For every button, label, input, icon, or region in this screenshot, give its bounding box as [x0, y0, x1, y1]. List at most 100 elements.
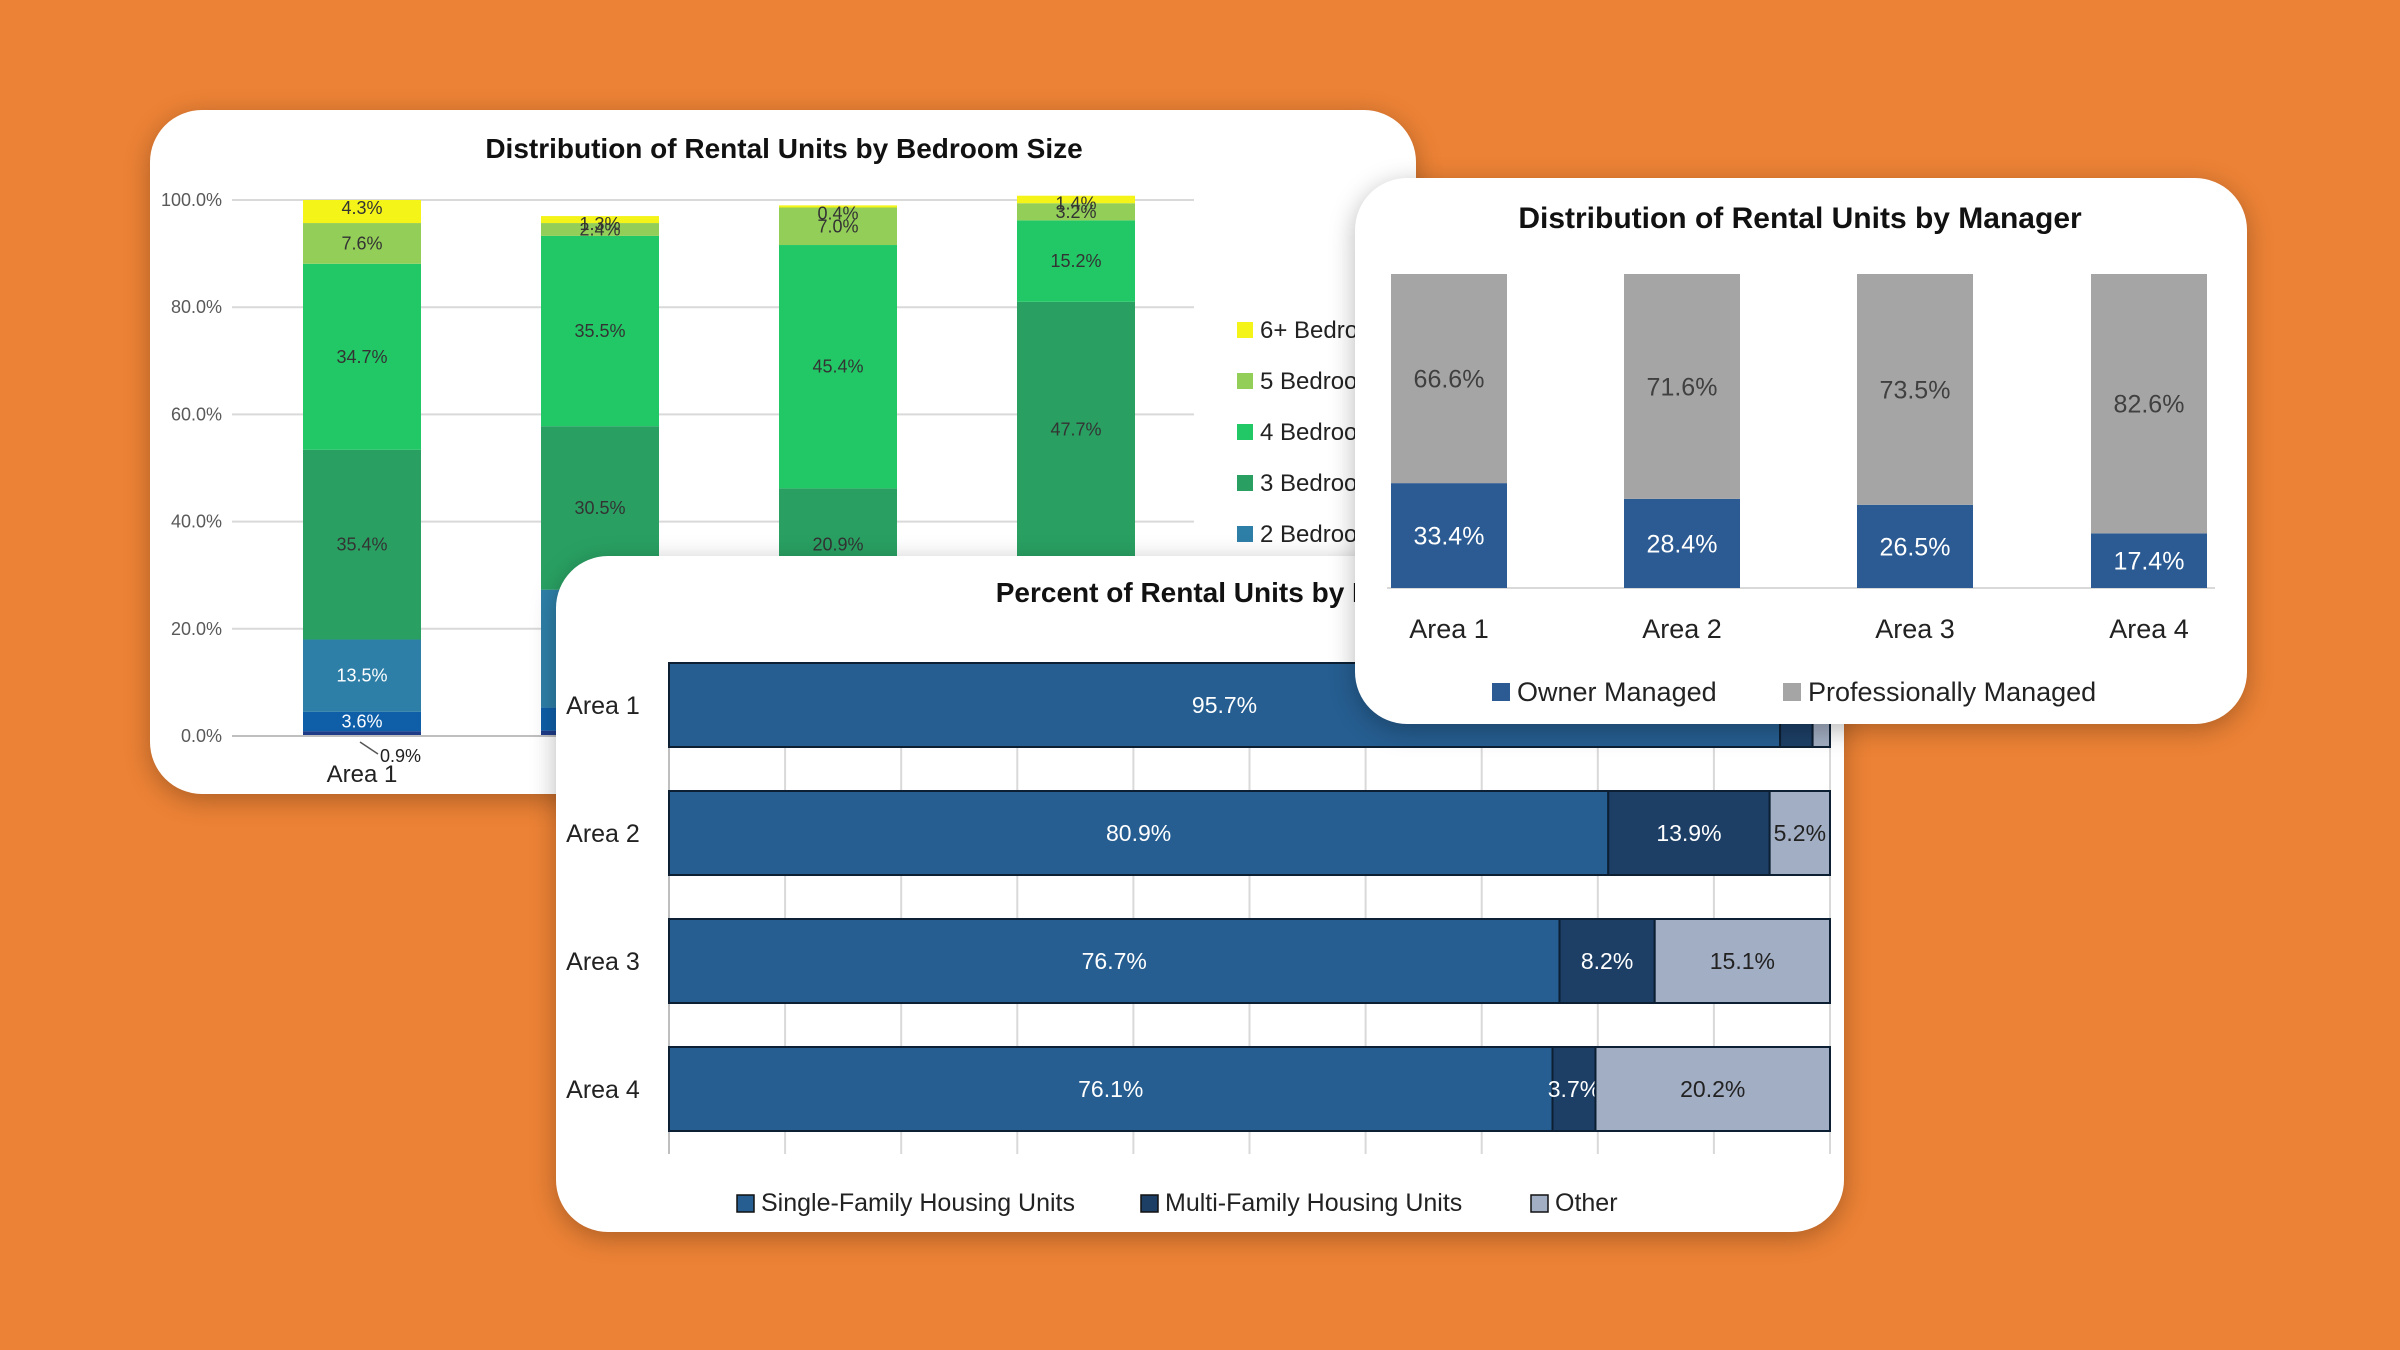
data-label: 3.2%: [1055, 202, 1096, 222]
x-tick-label: Area 1: [1409, 614, 1489, 644]
manager-chart: Distribution of Rental Units by Manager 3…: [1387, 202, 2215, 707]
legend-label: Professionally Managed: [1808, 677, 2096, 707]
bar-segment: [1653, 918, 1831, 1004]
data-label: 7.6%: [341, 233, 382, 253]
legend-swatch: [1140, 1194, 1159, 1213]
bar-segment: [541, 235, 659, 427]
legend-swatch: [736, 1194, 755, 1213]
y-tick-label: Area 1: [566, 692, 640, 720]
bar-segment: [303, 263, 421, 450]
data-label: 2.4%: [579, 219, 620, 239]
bar-segment: [1558, 918, 1656, 1004]
data-label: 13.9%: [1656, 820, 1721, 846]
data-label: 76.7%: [1082, 948, 1147, 974]
bar-segment: [668, 918, 1561, 1004]
data-label: 95.7%: [1192, 692, 1257, 718]
legend-swatch: [1783, 683, 1801, 701]
legend-label: Multi-Family Housing Units: [1165, 1189, 1462, 1217]
data-label: 0.9%: [380, 746, 421, 766]
legend-swatch: [1237, 322, 1253, 338]
data-label: 1.4%: [1055, 194, 1096, 214]
data-label: 20.9%: [812, 534, 863, 554]
data-label: 33.4%: [1414, 523, 1485, 551]
bar-segment: [2091, 274, 2207, 534]
manager-chart-card: Distribution of Rental Units by Manager 3…: [1355, 178, 2247, 724]
bar-segment: [1857, 274, 1973, 505]
bar-segment: [1017, 203, 1135, 221]
bar-segment: [541, 216, 659, 224]
legend-swatch: [1530, 1194, 1549, 1213]
legend-swatch: [1237, 475, 1253, 491]
data-label: 80.9%: [1106, 820, 1171, 846]
chart-title: Distribution of Rental Units by Bedroom …: [485, 133, 1082, 164]
data-label: 8.2%: [1581, 948, 1633, 974]
data-label: 73.5%: [1880, 376, 1951, 404]
data-label: 82.6%: [2114, 391, 2185, 419]
data-label: 7.0%: [817, 216, 858, 236]
y-tick-label: 60.0%: [171, 404, 222, 424]
data-label: 35.4%: [336, 535, 387, 555]
legend-swatch: [1237, 373, 1253, 389]
bar-segment: [668, 1046, 1554, 1132]
data-label: 20.2%: [1680, 1076, 1745, 1102]
data-label: 66.6%: [1414, 366, 1485, 394]
y-tick-label: 40.0%: [171, 512, 222, 532]
x-tick-label: Area 1: [327, 761, 398, 788]
data-label: 47.7%: [1050, 420, 1101, 440]
data-label: 34.7%: [336, 347, 387, 367]
y-tick-label: 20.0%: [171, 619, 222, 639]
bar-segment: [303, 711, 421, 732]
x-tick-label: Area 2: [1642, 614, 1722, 644]
bar-segment: [779, 207, 897, 246]
bar-segment: [303, 223, 421, 264]
x-tick-label: Area 3: [1875, 614, 1955, 644]
data-label: 17.4%: [2114, 548, 2185, 576]
data-label: 3.7%: [1548, 1076, 1600, 1102]
data-label: 4.3%: [341, 198, 382, 218]
bar-segment: [1391, 483, 1507, 588]
y-tick-label: Area 4: [566, 1076, 640, 1104]
x-tick-label: Area 4: [2109, 614, 2189, 644]
legend-label: Owner Managed: [1517, 677, 1717, 707]
data-label: 71.6%: [1647, 373, 1718, 401]
data-label: 15.1%: [1710, 948, 1775, 974]
legend-label: Single-Family Housing Units: [761, 1189, 1075, 1217]
data-label: 0.4%: [817, 203, 858, 223]
data-label: 26.5%: [1880, 533, 1951, 561]
leader-line: [359, 741, 379, 755]
y-tick-label: 0.0%: [181, 726, 222, 746]
y-tick-label: 80.0%: [171, 297, 222, 317]
data-label: 28.4%: [1647, 530, 1718, 558]
bar-segment: [303, 200, 421, 224]
bar-segment: [1624, 274, 1740, 499]
y-tick-label: 100.0%: [161, 190, 222, 210]
bar-segment: [2091, 533, 2207, 588]
y-tick-label: Area 2: [566, 820, 640, 848]
data-label: 76.1%: [1078, 1076, 1143, 1102]
bar-segment: [779, 205, 897, 208]
bar-segment: [1768, 790, 1832, 876]
bar-segment: [1017, 220, 1135, 302]
y-tick-label: Area 3: [566, 948, 640, 976]
data-label: 30.5%: [574, 498, 625, 518]
data-label: 1.3%: [579, 214, 620, 234]
data-label: 5.2%: [1774, 820, 1826, 846]
bar-segment: [1391, 274, 1507, 484]
bar-segment: [303, 639, 421, 712]
legend-label: Other: [1555, 1189, 1618, 1217]
bar-segment: [1594, 1046, 1832, 1132]
bar-segment: [1857, 504, 1973, 588]
data-label: 13.5%: [336, 666, 387, 686]
bar-segment: [303, 449, 421, 640]
bar-segment: [541, 223, 659, 236]
bar-segment: [1551, 1046, 1597, 1132]
bar-segment: [668, 790, 1610, 876]
bar-segment: [1624, 498, 1740, 588]
data-label: 15.2%: [1050, 251, 1101, 271]
legend-swatch: [1492, 683, 1510, 701]
bar-segment: [1017, 195, 1135, 204]
legend-swatch: [1237, 424, 1253, 440]
chart-title: Distribution of Rental Units by Manager: [1518, 202, 2082, 235]
data-label: 35.5%: [574, 321, 625, 341]
bar-segment: [1017, 301, 1135, 558]
